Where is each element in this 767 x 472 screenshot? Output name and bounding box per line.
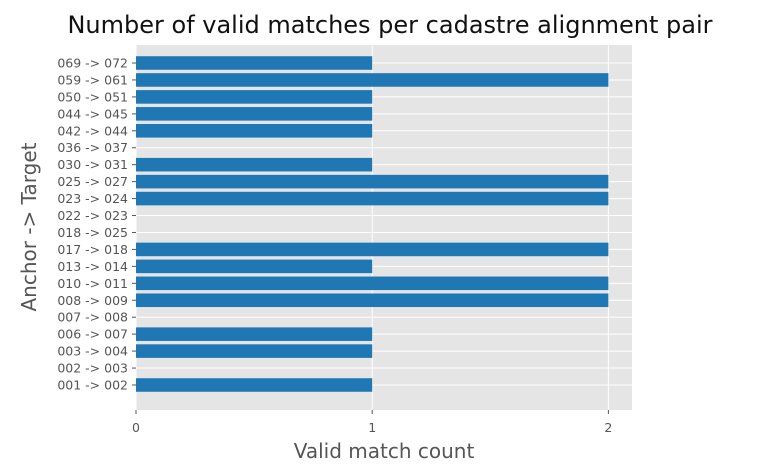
- bar: [136, 242, 609, 257]
- bar: [136, 73, 609, 87]
- y-tick-label: 042 -> 044: [57, 123, 128, 138]
- y-tick-label: 018 -> 025: [57, 225, 128, 240]
- bar: [136, 174, 609, 189]
- y-tick-label: 069 -> 072: [57, 56, 128, 71]
- y-tick-label: 030 -> 031: [57, 157, 128, 172]
- bar: [136, 56, 373, 70]
- y-tick-label: 023 -> 024: [57, 191, 128, 206]
- bars: [136, 56, 609, 392]
- y-tick-label: 059 -> 061: [57, 72, 128, 87]
- bar: [136, 90, 373, 104]
- y-tick-label: 001 -> 002: [57, 378, 128, 393]
- bar: [136, 259, 373, 274]
- bar: [136, 107, 373, 121]
- y-tick-label: 050 -> 051: [57, 89, 128, 104]
- y-tick-label: 003 -> 004: [57, 344, 128, 359]
- y-axis-label: Anchor -> Target: [17, 142, 41, 311]
- bar: [136, 276, 609, 291]
- y-tick-label: 007 -> 008: [57, 310, 128, 325]
- y-tick-label: 010 -> 011: [57, 276, 128, 291]
- y-tick-label: 008 -> 009: [57, 293, 128, 308]
- bar: [136, 191, 609, 206]
- x-tick-label: 0: [132, 420, 140, 435]
- bar: [136, 378, 373, 392]
- x-tick-label: 2: [604, 420, 612, 435]
- chart-title: Number of valid matches per cadastre ali…: [67, 11, 712, 39]
- bar: [136, 124, 373, 138]
- y-tick-label: 025 -> 027: [57, 174, 128, 189]
- y-tick-label: 036 -> 037: [57, 140, 128, 155]
- y-tick-label: 044 -> 045: [57, 106, 128, 121]
- y-tick-label: 002 -> 003: [57, 361, 128, 376]
- bar: [136, 157, 373, 172]
- x-tick-label: 1: [368, 420, 376, 435]
- x-tick-labels: 0 1 2: [132, 410, 612, 435]
- bar: [136, 293, 609, 308]
- y-tick-label: 022 -> 023: [57, 208, 128, 223]
- bar: [136, 344, 373, 358]
- y-tick-label: 017 -> 018: [57, 242, 128, 257]
- y-tick-label: 013 -> 014: [57, 259, 128, 274]
- x-axis-label: Valid match count: [294, 439, 475, 463]
- y-tick-label: 006 -> 007: [57, 327, 128, 342]
- y-tick-labels: 001 -> 002 002 -> 003 003 -> 004 006 -> 007…: [57, 56, 136, 393]
- bar: [136, 327, 373, 341]
